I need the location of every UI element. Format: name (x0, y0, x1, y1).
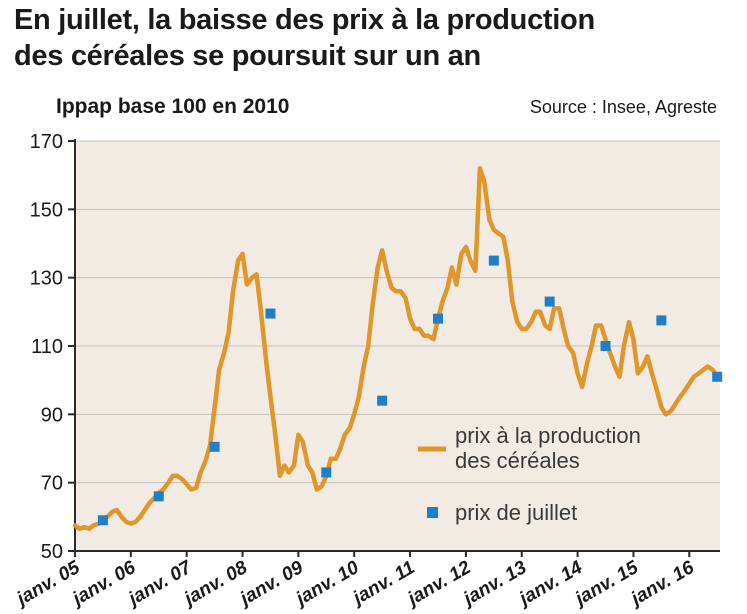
y-tick-label: 110 (31, 336, 63, 358)
marker-july (377, 395, 388, 406)
chart-source: Source : Insee, Agreste (529, 97, 717, 117)
legend: prix à la production des céréales prix d… (418, 423, 647, 525)
x-tick-label: janv. 16 (625, 557, 698, 611)
series-line-production (72, 166, 720, 532)
marker-july (544, 296, 555, 307)
legend-label-july: prix de juillet (455, 500, 577, 525)
marker-july (153, 491, 164, 502)
x-tick-label: janv. 05 (11, 557, 84, 611)
chart-title-line-2: des céréales se poursuit sur un an (14, 40, 481, 72)
chart-title-line-1: En juillet, la baisse des prix à la prod… (14, 4, 595, 36)
x-tick-label: janv. 13 (458, 557, 531, 611)
chart-title: En juillet, la baisse des prix à la prod… (14, 2, 734, 74)
y-tick-label: 150 (30, 199, 63, 221)
marker-july (265, 308, 276, 319)
marker-july (712, 371, 723, 382)
x-tick-label: janv. 14 (514, 557, 587, 611)
marker-july (600, 341, 611, 351)
marker-july (209, 441, 220, 452)
x-tick-label: janv. 12 (402, 557, 475, 611)
marker-july (321, 467, 332, 478)
marker-july (432, 313, 443, 324)
marker-july (488, 255, 499, 266)
legend-label-production-line-1: prix à la production (455, 423, 641, 448)
y-axis-ticks: 50 70 90 110 130 150 170 (30, 131, 75, 563)
y-tick-label: 70 (41, 473, 63, 495)
marker-july (656, 315, 667, 326)
x-tick-label: janv. 11 (347, 557, 418, 610)
y-tick-label: 90 (41, 404, 63, 426)
x-tick-label: janv. 07 (123, 556, 197, 611)
x-tick-label: janv. 09 (234, 557, 307, 611)
x-tick-label: janv. 08 (178, 557, 251, 611)
legend-label-production: prix à la production des céréales (455, 423, 647, 473)
marker-july (97, 515, 108, 526)
x-tick-label: janv. 10 (290, 557, 363, 611)
series (72, 166, 723, 532)
legend-label-production-line-2: des céréales (455, 448, 580, 473)
x-tick-label: janv. 06 (67, 557, 140, 611)
y-tick-label: 170 (30, 131, 63, 153)
y-tick-label: 130 (30, 268, 63, 290)
x-tick-label: janv. 15 (569, 557, 642, 611)
chart-subtitle: Ippap base 100 en 2010 (56, 95, 290, 118)
y-tick-label: 50 (41, 541, 63, 563)
legend-swatch-july (427, 507, 438, 518)
